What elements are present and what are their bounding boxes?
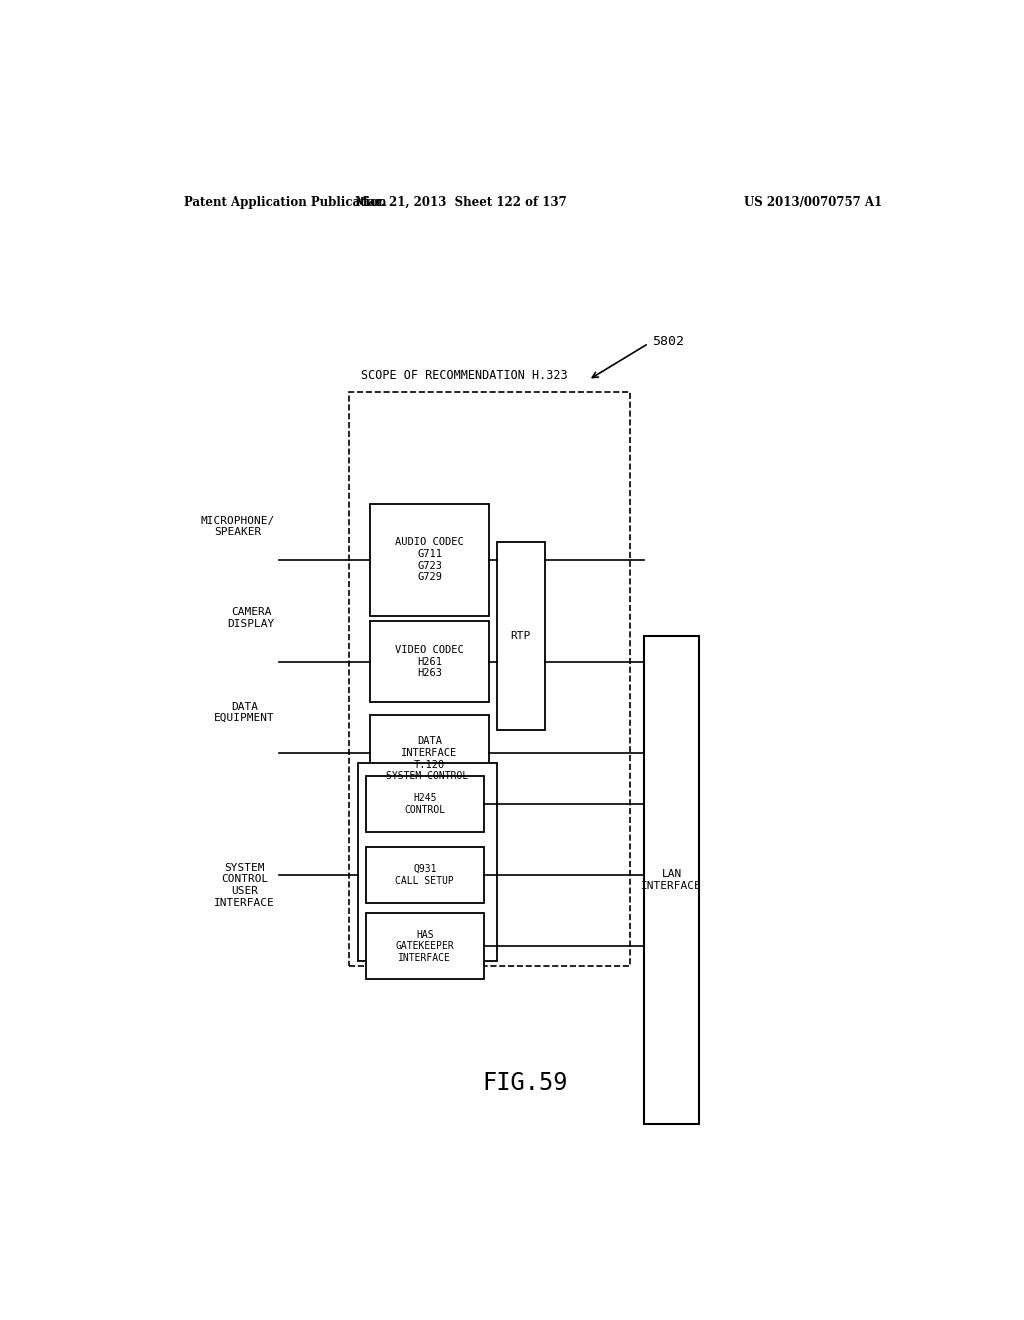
Bar <box>367 776 483 832</box>
Text: MICROPHONE/
SPEAKER: MICROPHONE/ SPEAKER <box>201 516 274 537</box>
Bar <box>370 504 489 616</box>
Text: AUDIO CODEC
G711
G723
G729: AUDIO CODEC G711 G723 G729 <box>395 537 464 582</box>
Text: Q931
CALL SETUP: Q931 CALL SETUP <box>395 865 455 886</box>
Text: FIG.59: FIG.59 <box>482 1072 567 1096</box>
Text: US 2013/0070757 A1: US 2013/0070757 A1 <box>743 195 882 209</box>
Bar <box>497 543 545 730</box>
Text: Mar. 21, 2013  Sheet 122 of 137: Mar. 21, 2013 Sheet 122 of 137 <box>355 195 567 209</box>
Bar <box>358 763 497 961</box>
Text: Patent Application Publication: Patent Application Publication <box>183 195 386 209</box>
Bar <box>370 715 489 791</box>
Text: SYSTEM
CONTROL
USER
INTERFACE: SYSTEM CONTROL USER INTERFACE <box>214 863 274 908</box>
Bar <box>348 392 631 966</box>
Text: H245
CONTROL: H245 CONTROL <box>404 793 445 814</box>
Text: HAS
GATEKEEPER
INTERFACE: HAS GATEKEEPER INTERFACE <box>395 929 455 962</box>
Text: DATA
INTERFACE
T.120: DATA INTERFACE T.120 <box>401 737 458 770</box>
Text: DATA
EQUIPMENT: DATA EQUIPMENT <box>214 701 274 723</box>
Text: RTP: RTP <box>511 631 531 642</box>
Text: VIDEO CODEC
H261
H263: VIDEO CODEC H261 H263 <box>395 645 464 678</box>
Text: SYSTEM CONTROL: SYSTEM CONTROL <box>386 771 469 781</box>
Text: SCOPE OF RECOMMENDATION H.323: SCOPE OF RECOMMENDATION H.323 <box>360 370 567 381</box>
Text: 5802: 5802 <box>652 335 684 348</box>
Text: CAMERA
DISPLAY: CAMERA DISPLAY <box>227 607 274 628</box>
Bar <box>370 620 489 702</box>
Bar <box>644 636 699 1125</box>
Bar <box>367 847 483 903</box>
Bar <box>367 913 483 979</box>
Text: LAN
INTERFACE: LAN INTERFACE <box>641 870 702 891</box>
